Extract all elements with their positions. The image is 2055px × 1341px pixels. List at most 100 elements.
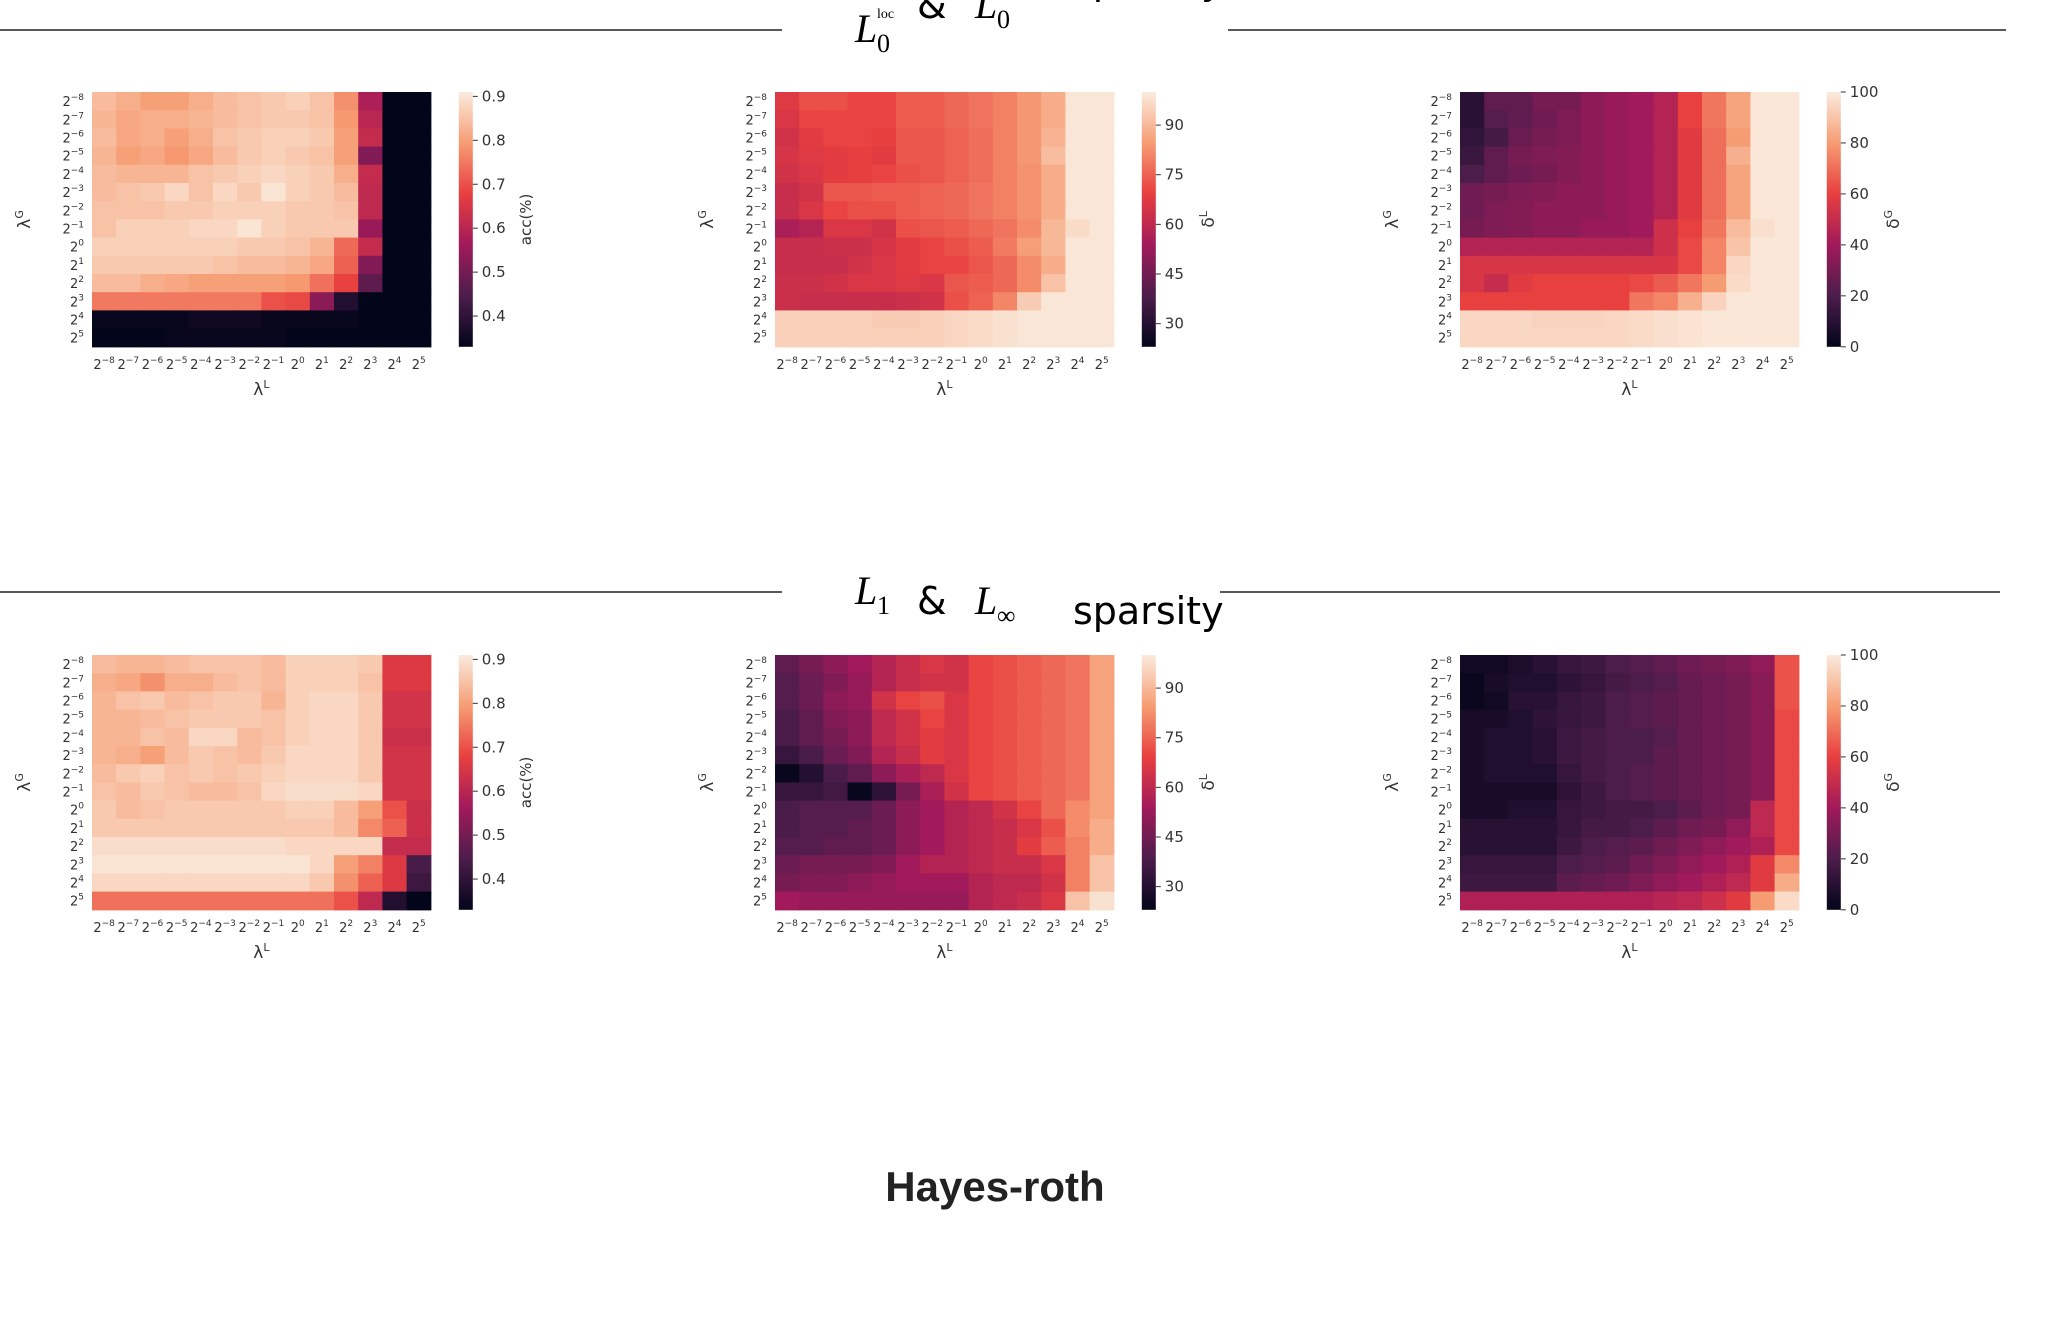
heatmap-cell — [237, 128, 262, 148]
heatmap-cell — [1041, 146, 1066, 166]
heatmap-cell — [1750, 691, 1776, 711]
heatmap-cell — [92, 709, 117, 729]
colorbar — [458, 92, 473, 347]
x-tick-label: 2−2 — [922, 356, 944, 373]
heatmap-cell — [1532, 92, 1558, 111]
heatmap-cell — [1629, 183, 1655, 202]
heatmap-cell — [1484, 237, 1509, 257]
heatmap-cell — [1484, 292, 1509, 311]
colorbar-label: δL — [1197, 773, 1219, 790]
heatmap-cell — [896, 146, 921, 166]
y-tick-label: 21 — [753, 820, 767, 837]
heatmap-cell — [334, 837, 359, 856]
heatmap-cell — [1605, 92, 1630, 111]
heatmap-cell — [944, 164, 970, 184]
heatmap-cell — [1581, 818, 1606, 838]
heatmap-cell — [1065, 237, 1091, 257]
heatmap-cell — [188, 183, 214, 202]
x-tick-label: 23 — [363, 356, 377, 373]
heatmap-cell — [799, 274, 824, 293]
heatmap-cell — [406, 818, 432, 838]
heatmap-cell — [1653, 655, 1679, 674]
heatmap-cell — [1484, 709, 1509, 729]
heatmap-cell — [1508, 709, 1534, 729]
x-tick-label: 20 — [1659, 356, 1673, 373]
heatmap-cell — [775, 855, 800, 874]
x-tick-label: 21 — [315, 919, 329, 936]
heatmap-cell — [358, 727, 383, 747]
heatmap-cell — [92, 727, 117, 747]
heatmap-cell — [847, 146, 873, 166]
heatmap-cell — [140, 328, 166, 348]
heatmap-cell — [188, 673, 214, 692]
x-tick-label: 2−4 — [873, 356, 895, 373]
heatmap-cell — [1532, 655, 1558, 674]
colorbar-tick-label: 0.7 — [482, 738, 506, 756]
heatmap-cell — [406, 292, 432, 311]
heatmap-cell — [358, 837, 383, 856]
heatmap-cell — [285, 219, 311, 239]
heatmap-cell — [992, 201, 1018, 220]
heatmap-cell — [358, 800, 383, 820]
heatmap-cell — [334, 274, 359, 293]
heatmap-cell — [1532, 746, 1558, 765]
heatmap-cell — [1677, 310, 1703, 330]
heatmap-cell — [1065, 219, 1091, 239]
heatmap-cell — [968, 655, 994, 674]
heatmap-cell — [847, 110, 873, 129]
heatmap-cell — [1629, 691, 1655, 711]
heatmap-cell — [1605, 837, 1630, 856]
colorbar-tick-label: 0.9 — [482, 87, 506, 105]
heatmap-cell — [92, 110, 117, 129]
heatmap-cell — [1702, 855, 1727, 874]
heatmap-cell — [1532, 891, 1558, 911]
heatmap-cell — [1460, 183, 1485, 202]
heatmap-cell — [944, 800, 970, 820]
heatmap-cell — [1581, 673, 1606, 692]
x-tick-label: 20 — [291, 356, 305, 373]
heatmap-cell — [1774, 837, 1800, 856]
x-tick-label: 23 — [363, 919, 377, 936]
heatmap-cell — [1774, 691, 1800, 711]
heatmap-cell — [992, 709, 1018, 729]
heatmap-cell — [968, 128, 994, 148]
heatmap-cell — [944, 183, 970, 202]
heatmap-cell — [799, 92, 824, 111]
heatmap-cell — [992, 164, 1018, 184]
heatmap-cell — [116, 92, 141, 111]
heatmap-cell — [140, 746, 166, 765]
y-tick-label: 24 — [70, 875, 84, 892]
heatmap-cell — [1041, 237, 1066, 257]
x-tick-label: 23 — [1731, 919, 1745, 936]
colorbar-tick-label: 0.4 — [482, 307, 506, 325]
heatmap-cell — [871, 746, 897, 765]
x-tick-label: 2−6 — [1510, 919, 1532, 936]
heatmap-cell — [406, 764, 432, 783]
heatmap-cell — [92, 873, 117, 893]
heatmap-cell — [1774, 146, 1800, 166]
x-tick-label: 2−5 — [849, 919, 871, 936]
heatmap-cell — [213, 201, 238, 220]
heatmap-cell — [285, 691, 311, 711]
y-tick-label: 24 — [1438, 312, 1452, 329]
heatmap-cell — [1484, 746, 1509, 765]
heatmap-cell — [799, 746, 824, 765]
heatmap-cell — [968, 691, 994, 711]
heatmap-cell — [1532, 110, 1558, 129]
heatmap-cell — [944, 746, 970, 765]
heatmap-cell — [237, 164, 262, 184]
heatmap-cell — [1089, 655, 1115, 674]
colorbar-tick-label: 0.7 — [482, 175, 506, 193]
heatmap-cell — [1508, 292, 1534, 311]
heatmap-cell — [1089, 146, 1115, 166]
heatmap-cell — [406, 709, 432, 729]
heatmap-cell — [1702, 146, 1727, 166]
x-axis-label: λL — [1621, 941, 1638, 963]
heatmap-cell — [823, 764, 849, 783]
heatmap-cell — [1774, 201, 1800, 220]
y-tick-label: 2−2 — [62, 765, 84, 782]
heatmap-cell — [847, 274, 873, 293]
heatmap-cell — [1581, 146, 1606, 166]
heatmap-cell — [237, 237, 262, 257]
heatmap-cell — [1532, 837, 1558, 856]
